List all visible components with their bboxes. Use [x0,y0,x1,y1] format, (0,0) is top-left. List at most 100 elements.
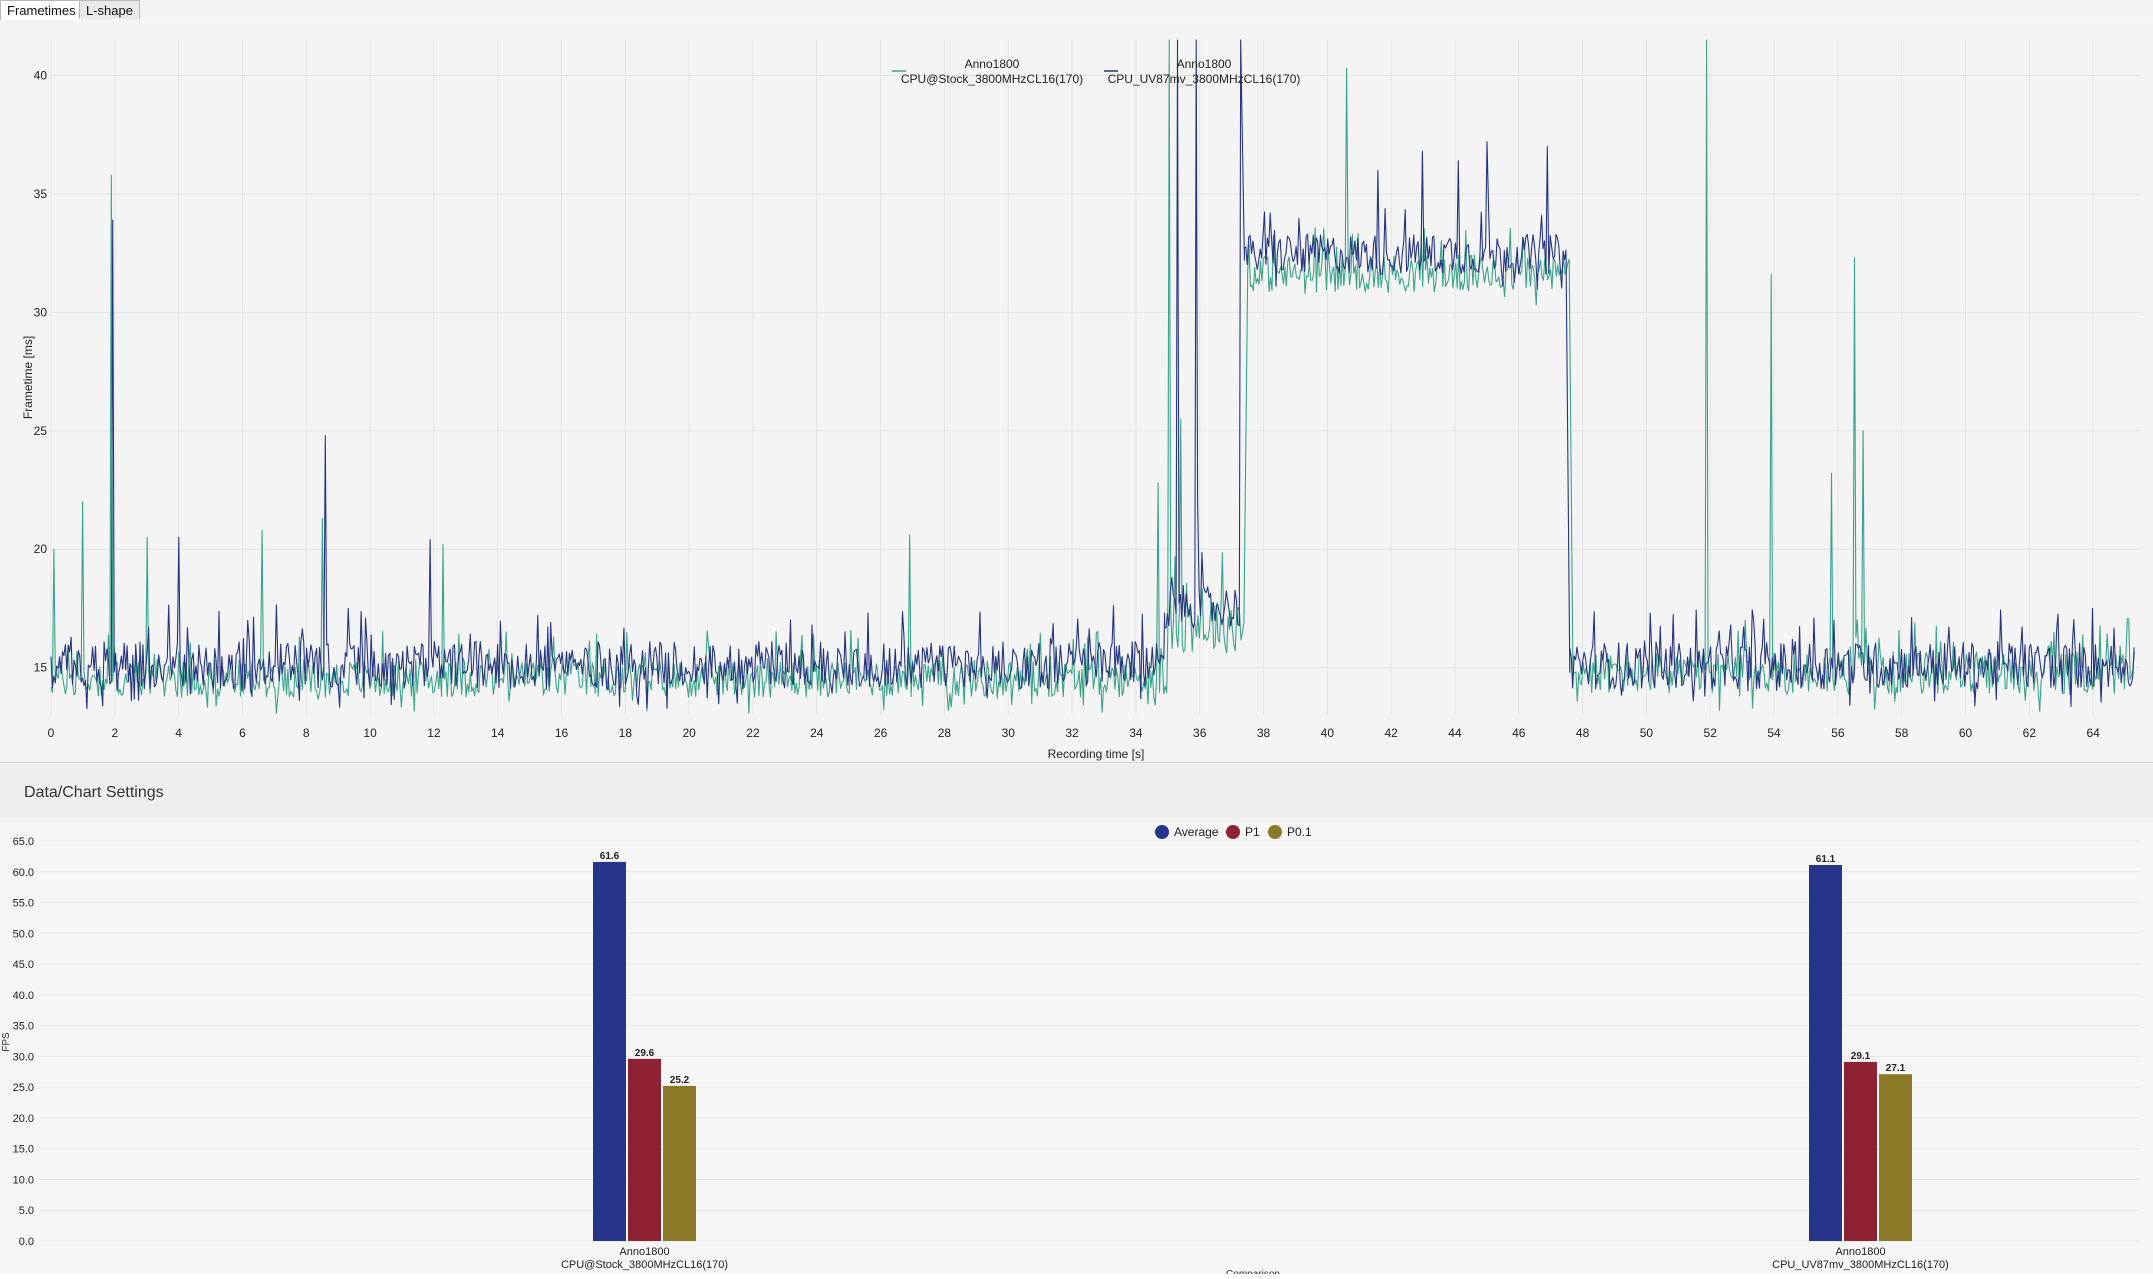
data-label: 61.6 [600,851,620,862]
tab-frametimes[interactable]: Frametimes [0,0,83,21]
series-line-2 [50,39,2135,710]
x-tick-label: 4 [175,726,182,740]
legend-label: P0.1 [1287,825,1312,839]
y-tick-label: 50.0 [13,928,34,940]
bar-p1-2[interactable] [1844,1061,1877,1241]
y-tick-label: 60.0 [13,867,34,879]
y-tick-label: 20 [34,542,48,556]
legend-label: Anno1800 [1177,57,1232,71]
x-tick-label: 32 [1065,726,1079,740]
x-tick-label: 18 [619,726,633,740]
x-tick-label: 30 [1002,726,1016,740]
x-tick-label: 44 [1448,726,1462,740]
x-tick-label: 46 [1512,726,1526,740]
x-tick-label: 20 [682,726,696,740]
bar-legend-entry-3[interactable]: P0.1 [1268,825,1312,839]
y-tick-label: 30 [34,305,48,319]
x-tick-label: 24 [810,726,824,740]
legend-swatch [1155,825,1169,839]
y-tick-label: 0.0 [19,1236,34,1248]
y-tick-label: 55.0 [13,898,34,910]
category-label: Anno1800 [1835,1246,1885,1258]
x-tick-label: 60 [1959,726,1973,740]
category-label: Anno1800 [619,1246,669,1258]
x-tick-label: 0 [48,726,55,740]
x-tick-label: 52 [1704,726,1718,740]
y-axis-label: Frametime [ms] [21,336,35,419]
y-tick-label: 25.0 [13,1082,34,1094]
data-label: 25.2 [670,1075,690,1086]
x-tick-label: 58 [1895,726,1909,740]
x-tick-label: 26 [874,726,888,740]
fps-bar-chart: 0.0 5.0 10.0 15.0 20.0 25.0 30.0 35.0 40.0 45.0 50… [1,825,2140,1279]
bar-p01-2[interactable] [1879,1074,1912,1241]
bar-average-2[interactable] [1809,865,1842,1241]
x-tick-label: 10 [363,726,377,740]
y-axis-label: FPS [1,1032,12,1052]
x-tick-label: 64 [2086,726,2100,740]
x-tick-label: 2 [111,726,118,740]
plot-area [51,40,2141,715]
legend-swatch [1226,825,1240,839]
bar-legend-entry-2[interactable]: P1 [1226,825,1260,839]
data-label: 27.1 [1886,1063,1906,1074]
tab-l-shape[interactable]: L-shape [79,0,140,19]
series-line-1 [50,39,2136,714]
frametimes-panel: 0 2 4 6 8 10 12 14 16 18 20 22 24 26 28 30 32 34 36 38 40 42 4… [0,20,2153,763]
y-tick-label: 65.0 [13,836,34,848]
x-tick-label: 54 [1767,726,1781,740]
y-tick-label: 30.0 [13,1051,34,1063]
x-tick-label: 48 [1576,726,1590,740]
y-tick-label: 15 [34,661,48,675]
x-tick-label: 50 [1640,726,1654,740]
x-tick-label: 62 [2023,726,2037,740]
y-tick-label: 45.0 [13,959,34,971]
y-tick-label: 35 [34,187,48,201]
x-tick-label: 16 [555,726,569,740]
bar-average-1[interactable] [593,861,626,1241]
bar-legend-entry-1[interactable]: Average [1155,825,1219,839]
y-tick-label: 5.0 [19,1205,34,1217]
data-label: 29.6 [635,1048,655,1059]
category-label: CPU@Stock_3800MHzCL16(170) [561,1259,728,1271]
x-tick-label: 38 [1257,726,1271,740]
y-tick-label: 15.0 [13,1144,34,1156]
x-axis-label: Comparison [1226,1269,1280,1274]
x-tick-label: 8 [303,726,310,740]
legend-label: Average [1174,825,1219,839]
category-label: CPU_UV87mv_3800MHzCL16(170) [1772,1259,1949,1271]
x-tick-label: 42 [1384,726,1398,740]
settings-bar[interactable]: Data/Chart Settings [0,764,2153,822]
x-tick-label: 56 [1831,726,1845,740]
legend-label: CPU_UV87mv_3800MHzCL16(170) [1108,72,1301,86]
x-tick-label: 14 [491,726,505,740]
data-label: 29.1 [1851,1051,1871,1062]
x-tick-label: 34 [1129,726,1143,740]
legend-label: P1 [1245,825,1260,839]
comparison-panel: 0.0 5.0 10.0 15.0 20.0 25.0 30.0 35.0 40.0 45.0 50… [0,822,2153,1279]
tab-bar: Frametimes L-shape [0,0,2153,21]
frametime-chart: 0 2 4 6 8 10 12 14 16 18 20 22 24 26 28 30 32 34 36 38 40 42 4… [21,39,2141,761]
legend-label: Anno1800 [965,57,1020,71]
x-tick-label: 22 [746,726,760,740]
x-tick-label: 28 [938,726,952,740]
bar-p1-1[interactable] [628,1058,661,1241]
data-label: 61.1 [1816,854,1836,865]
y-tick-label: 25 [34,424,48,438]
y-tick-label: 40.0 [13,990,34,1002]
x-tick-label: 40 [1321,726,1335,740]
legend-label: CPU@Stock_3800MHzCL16(170) [901,72,1083,86]
x-tick-label: 6 [239,726,246,740]
legend-swatch [1268,825,1282,839]
bar-p01-1[interactable] [663,1085,696,1241]
settings-title[interactable]: Data/Chart Settings [24,784,164,801]
x-axis-label: Recording time [s] [1048,747,1145,761]
y-tick-label: 20.0 [13,1113,34,1125]
y-tick-label: 35.0 [13,1021,34,1033]
x-tick-label: 36 [1193,726,1207,740]
x-tick-label: 12 [427,726,441,740]
y-tick-label: 40 [34,69,48,83]
y-tick-label: 10.0 [13,1174,34,1186]
